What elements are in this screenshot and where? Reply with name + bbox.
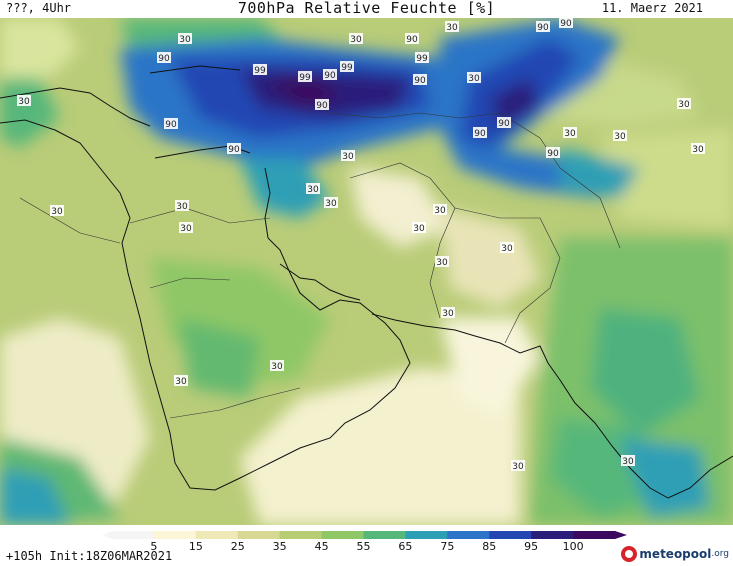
colorbar-tick-label: 85 [482, 540, 497, 553]
colorbar-swatch [573, 531, 616, 539]
colorbar-tick-label: 15 [188, 540, 203, 553]
date-label: 11. Maerz 2021 [601, 1, 703, 15]
colorbar-swatch [279, 531, 323, 539]
contour-label: 30 [342, 152, 354, 162]
borders [19, 112, 621, 419]
contour-label: 90 [547, 149, 559, 159]
contour-label: 30 [692, 145, 704, 155]
map-footer: 5 15 25 35 45 55 65 75 85 95 100 +105h Init:18Z06M… [0, 525, 733, 566]
humidity-map: 30 30 30 90 99 99 90 90 99 90 99 90 90 3… [0, 18, 733, 525]
colorbar-tip-right [615, 531, 627, 539]
colorbar-swatch [112, 531, 155, 539]
contour-label: 30 [350, 35, 362, 45]
meteopool-logo[interactable]: meteopool .org [621, 544, 729, 564]
contour-label: 30 [564, 129, 576, 139]
colorbar-tick-label: 45 [314, 540, 329, 553]
valid-time-label: ???, 4Uhr [6, 1, 72, 15]
contour-label: 30 [51, 207, 63, 217]
contour-label: 90 [498, 119, 510, 129]
contour-label: 99 [299, 73, 311, 83]
contour-label: 30 [325, 199, 337, 209]
contour-label: 90 [537, 23, 549, 33]
colorbar-swatch [153, 531, 197, 539]
contour-label: 90 [406, 35, 418, 45]
coastlines [0, 65, 733, 499]
contour-label: 30 [413, 224, 425, 234]
contour-label: 90 [560, 19, 572, 29]
map-header: ???, 4Uhr 700hPa Relative Feuchte [%] 11… [0, 0, 733, 18]
contour-label: 30 [175, 377, 187, 387]
contour-label: 30 [622, 457, 634, 467]
contour-label: 30 [176, 202, 188, 212]
contour-label: 30 [501, 244, 513, 254]
colorbar-tick-label: 25 [230, 540, 245, 553]
contour-label: 30 [18, 97, 30, 107]
run-info: +105h Init:18Z06MAR2021 [6, 549, 173, 563]
contour-label: 90 [474, 129, 486, 139]
colorbar-tick-label: 35 [272, 540, 287, 553]
contour-label: 99 [341, 63, 353, 73]
contour-label: 99 [416, 54, 428, 64]
colorbar [102, 531, 627, 539]
contour-labels: 30 30 30 90 99 99 90 90 99 90 99 90 90 3… [17, 18, 705, 472]
colorbar-tick-label: 95 [524, 540, 539, 553]
contour-label: 30 [678, 100, 690, 110]
contour-label: 90 [228, 145, 240, 155]
contour-label: 30 [179, 35, 191, 45]
colorbar-swatch [195, 531, 239, 539]
contour-label: 30 [180, 224, 192, 234]
colorbar-tip-left [102, 531, 112, 539]
contour-label: 90 [324, 71, 336, 81]
contour-label: 30 [614, 132, 626, 142]
logo-tld: .org [711, 549, 729, 559]
contour-label: 30 [307, 185, 319, 195]
map-title: 700hPa Relative Feuchte [%] [237, 0, 496, 17]
colorbar-swatch [321, 531, 364, 539]
logo-brand: meteopool [639, 547, 712, 561]
colorbar-swatch [489, 531, 532, 539]
logo-icon [621, 546, 638, 562]
colorbar-swatch [447, 531, 490, 539]
contour-label: 30 [512, 462, 524, 472]
contour-label: 30 [446, 23, 458, 33]
colorbar-swatch [405, 531, 448, 539]
colorbar-tick-label: 5 [150, 540, 158, 553]
contour-label: 30 [434, 206, 446, 216]
colorbar-swatch [237, 531, 281, 539]
contour-label: 90 [316, 101, 328, 111]
contour-label: 90 [414, 76, 426, 86]
contour-label: 30 [442, 309, 454, 319]
humidity-field [0, 18, 733, 525]
colorbar-tick-label: 65 [398, 540, 413, 553]
colorbar-swatch [363, 531, 406, 539]
contour-label: 90 [158, 54, 170, 64]
contour-label: 30 [271, 362, 283, 372]
colorbar-swatch [531, 531, 574, 539]
contour-label: 30 [468, 74, 480, 84]
colorbar-tick-label: 100 [562, 540, 584, 553]
contour-label: 90 [165, 120, 177, 130]
colorbar-tick-label: 55 [356, 540, 371, 553]
contour-label: 99 [254, 66, 266, 76]
colorbar-tick-label: 75 [440, 540, 455, 553]
contour-label: 30 [436, 258, 448, 268]
